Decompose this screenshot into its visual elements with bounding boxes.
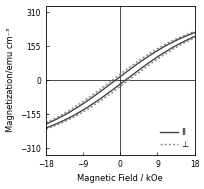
Line: ⊥: ⊥ xyxy=(46,31,194,123)
II xyxy=(130,66,133,69)
⊥ xyxy=(139,58,141,60)
II xyxy=(53,119,56,121)
II xyxy=(134,64,137,66)
⊥ xyxy=(44,122,47,124)
X-axis label: Magnetic Field / kOe: Magnetic Field / kOe xyxy=(77,174,162,184)
II xyxy=(139,60,141,63)
Line: II: II xyxy=(46,33,194,124)
⊥ xyxy=(134,61,137,64)
⊥ xyxy=(193,30,195,33)
Legend: II, ⊥: II, ⊥ xyxy=(157,126,190,151)
⊥ xyxy=(53,117,56,119)
II xyxy=(157,49,159,51)
II xyxy=(44,123,47,125)
Y-axis label: Magnetization/emu cm⁻³: Magnetization/emu cm⁻³ xyxy=(6,28,14,132)
II xyxy=(193,31,195,34)
⊥ xyxy=(157,47,159,49)
⊥ xyxy=(172,39,174,41)
⊥ xyxy=(130,64,133,66)
II xyxy=(172,40,174,43)
